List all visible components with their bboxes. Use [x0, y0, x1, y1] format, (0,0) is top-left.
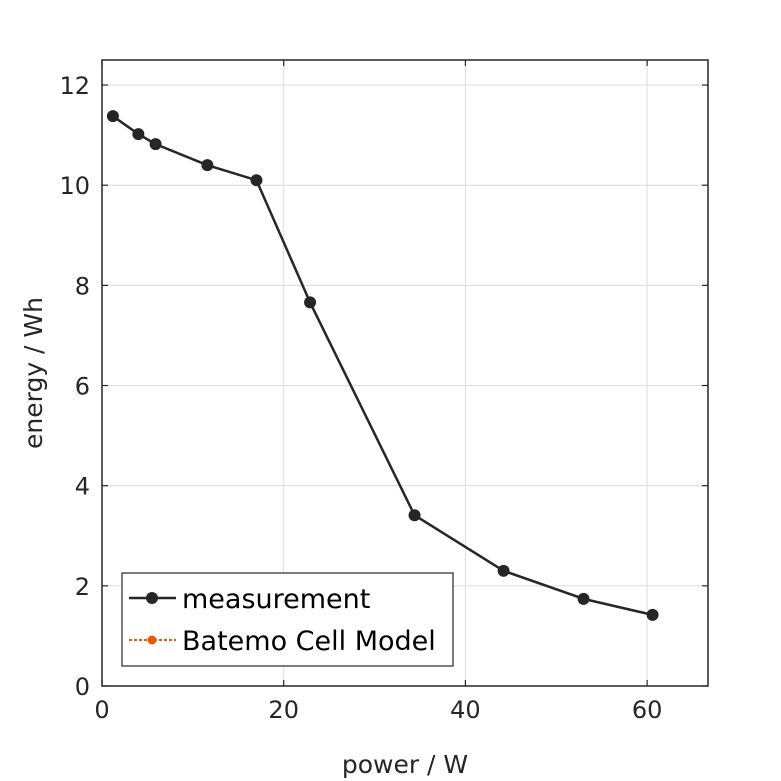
x-tick-label: 40 [450, 696, 481, 724]
legend-label-measurement: measurement [182, 584, 370, 615]
x-axis-label: power / W [342, 750, 468, 779]
legend-marker-measurement [146, 592, 158, 604]
x-tick-label: 60 [632, 696, 663, 724]
y-tick-label: 6 [75, 373, 90, 401]
data-point [497, 564, 510, 577]
y-tick-label: 4 [75, 473, 90, 501]
y-tick-label: 2 [75, 573, 90, 601]
data-point [250, 174, 263, 187]
y-tick-label: 12 [59, 72, 90, 100]
data-point [132, 128, 145, 141]
x-tick-label: 20 [268, 696, 299, 724]
series-line-0 [112, 115, 653, 617]
data-point [646, 608, 659, 621]
y-tick-label: 10 [59, 172, 90, 200]
legend-box [121, 572, 454, 667]
y-tick-label: 8 [75, 272, 90, 300]
data-point [106, 110, 119, 123]
data-point [149, 138, 162, 151]
series [106, 110, 659, 621]
data-point [408, 509, 421, 522]
legend-label-batemo: Batemo Cell Model [182, 626, 436, 657]
ticks: 0 20 40 60 0 2 4 6 8 10 12 [59, 60, 708, 724]
data-point [201, 159, 214, 172]
legend-marker-batemo [147, 635, 157, 645]
plot-area-border [101, 59, 709, 687]
legend: measurement Batemo Cell Model [121, 572, 454, 667]
data-point [304, 296, 317, 309]
data-point [577, 592, 590, 605]
x-tick-label: 0 [94, 696, 109, 724]
y-axis-label: energy / Wh [19, 297, 48, 449]
y-tick-label: 0 [75, 673, 90, 701]
